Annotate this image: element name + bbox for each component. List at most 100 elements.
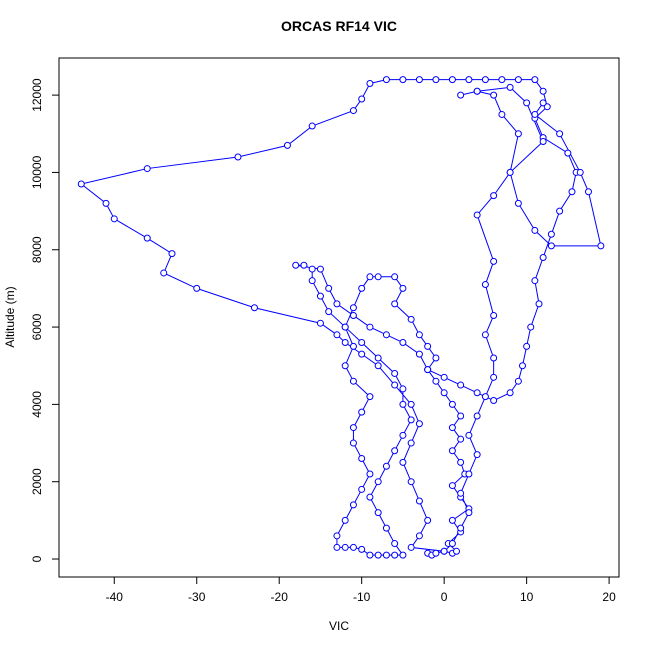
data-point	[358, 284, 366, 292]
x-tick-label: 10	[520, 590, 534, 604]
data-point	[514, 199, 522, 207]
data-point	[432, 76, 440, 84]
data-point	[193, 284, 201, 292]
data-point	[523, 99, 531, 107]
data-point	[358, 408, 366, 416]
data-point	[457, 381, 465, 389]
data-point	[465, 431, 473, 439]
data-point	[341, 339, 349, 347]
data-point	[366, 551, 374, 559]
y-tick-label: 4000	[30, 391, 44, 418]
data-point	[440, 373, 448, 381]
data-point	[110, 215, 118, 223]
data-point	[325, 308, 333, 316]
data-point	[465, 509, 473, 517]
data-point	[531, 76, 539, 84]
data-point	[448, 482, 456, 490]
data-point	[564, 149, 572, 157]
data-point	[448, 516, 456, 524]
data-point	[366, 323, 374, 331]
data-point	[407, 478, 415, 486]
data-point	[349, 107, 357, 115]
data-point	[415, 420, 423, 428]
data-point	[358, 485, 366, 493]
data-point	[547, 230, 555, 238]
data-point	[391, 273, 399, 281]
data-point	[432, 354, 440, 362]
data-point	[556, 207, 564, 215]
data-point	[358, 350, 366, 358]
data-point	[473, 389, 481, 397]
data-point	[341, 543, 349, 551]
data-point	[391, 369, 399, 377]
data-point	[473, 412, 481, 420]
chart-title: ORCAS RF14 VIC	[281, 18, 397, 34]
data-point	[457, 489, 465, 497]
data-point	[382, 331, 390, 339]
data-point	[481, 76, 489, 84]
data-point	[341, 323, 349, 331]
data-point	[349, 424, 357, 432]
data-point	[143, 234, 151, 242]
data-point	[576, 168, 584, 176]
x-tick-label: 0	[441, 590, 448, 604]
data-point	[415, 331, 423, 339]
data-point	[358, 455, 366, 463]
data-point	[316, 292, 324, 300]
data-point	[382, 462, 390, 470]
y-tick-label: 12000	[30, 78, 44, 112]
data-point	[349, 304, 357, 312]
x-tick-label: 20	[602, 590, 616, 604]
data-point	[341, 516, 349, 524]
data-point	[250, 304, 258, 312]
data-point	[519, 362, 527, 370]
data-point	[349, 543, 357, 551]
data-point	[457, 91, 465, 99]
data-point	[143, 165, 151, 173]
data-point	[399, 339, 407, 347]
data-point	[465, 470, 473, 478]
data-point	[399, 551, 407, 559]
data-point	[415, 350, 423, 358]
data-point	[527, 323, 535, 331]
data-point	[568, 188, 576, 196]
data-point	[349, 501, 357, 509]
data-point	[366, 80, 374, 88]
x-tick-label: -30	[188, 590, 206, 604]
data-point	[308, 265, 316, 273]
data-point	[374, 478, 382, 486]
data-point	[382, 524, 390, 532]
data-point	[432, 549, 440, 557]
data-point	[366, 393, 374, 401]
data-point	[514, 130, 522, 138]
data-point	[358, 339, 366, 347]
data-point	[498, 76, 506, 84]
data-point	[399, 385, 407, 393]
data-point	[531, 277, 539, 285]
data-point	[316, 319, 324, 327]
data-point	[597, 242, 605, 250]
data-point	[399, 284, 407, 292]
data-point	[374, 551, 382, 559]
data-point	[490, 373, 498, 381]
data-point	[366, 470, 374, 478]
data-point	[77, 180, 85, 188]
data-point	[448, 540, 456, 548]
data-point	[382, 551, 390, 559]
data-point	[506, 168, 514, 176]
data-point	[102, 199, 110, 207]
x-tick-label: -20	[271, 590, 289, 604]
data-point	[407, 315, 415, 323]
x-axis-label: VIC	[329, 619, 349, 633]
data-point	[407, 439, 415, 447]
data-point	[490, 257, 498, 265]
data-point	[415, 497, 423, 505]
data-point	[432, 377, 440, 385]
data-point	[349, 311, 357, 319]
data-point	[506, 389, 514, 397]
data-point	[349, 342, 357, 350]
data-point	[531, 110, 539, 118]
data-point	[333, 331, 341, 339]
data-point	[539, 138, 547, 146]
data-point	[234, 153, 242, 161]
